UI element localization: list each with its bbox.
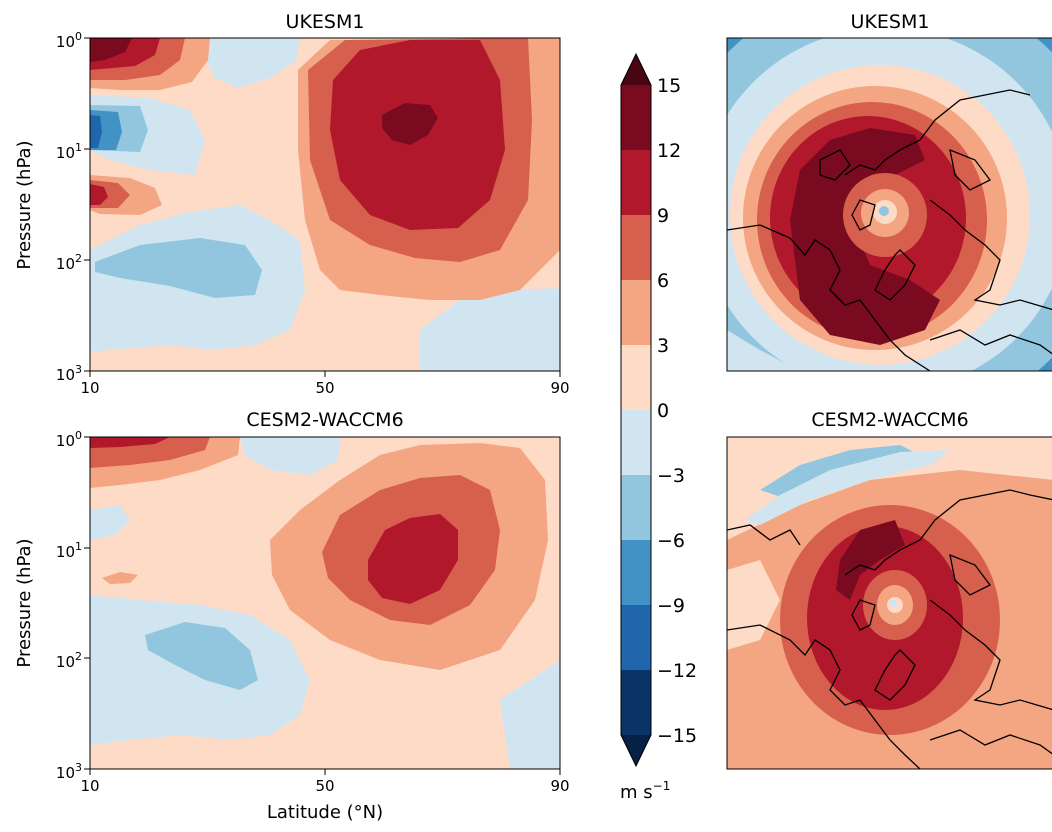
colorbar-segment (621, 345, 651, 410)
colorbar-segment (621, 85, 651, 150)
colorbar-unit-label: m s−1 (620, 779, 670, 803)
panel-title-ukesm1-zonal: UKESM1 (286, 11, 365, 33)
map-field-ukesm1 (727, 38, 1052, 371)
contour-neg-lower-2 (145, 622, 258, 690)
panel-title-ukesm1-map: UKESM1 (851, 11, 930, 33)
colorbar-tick-label: −6 (657, 530, 685, 552)
x-axis-label: Latitude (°N) (267, 802, 383, 823)
contour-jet-12 (382, 103, 438, 145)
x-tick-label: 50 (315, 777, 334, 795)
contour-pos-ul-4 (90, 38, 132, 62)
y-tick-label: 102 (56, 650, 82, 671)
map-center-min (879, 206, 889, 216)
colorbar-tick-label: 3 (657, 335, 669, 357)
contour-field-ukesm1-zonal (90, 38, 560, 371)
panel-ukesm1-map: UKESM1 (726, 11, 1052, 372)
colorbar-segment (621, 410, 651, 475)
colorbar-segment (621, 605, 651, 670)
y-tick-label: 103 (56, 363, 82, 384)
y-axis-label: Pressure (hPa) (14, 538, 35, 667)
y-tick-label: 100 (56, 429, 82, 450)
colorbar-tick-label: −15 (657, 725, 697, 747)
colorbar-tick-label: 12 (657, 140, 681, 162)
panel-cesm2-zonal: CESM2-WACCM6 100 101 (14, 409, 570, 823)
panel-cesm2-map: CESM2-WACCM6 (726, 409, 1052, 770)
coastlines (727, 89, 1052, 371)
map-max-region (790, 128, 940, 345)
contour-field-cesm2-zonal (90, 437, 560, 769)
colorbar-tick-label: 6 (657, 270, 669, 292)
contour-neg-left-4 (90, 115, 102, 148)
x-tick-label: 90 (550, 379, 569, 397)
contour-pos-top-left-3 (90, 437, 170, 448)
map-neg-arc-light (745, 450, 950, 525)
y-axis-ukesm1: 100 101 102 103 Pressure (hPa) (14, 30, 90, 384)
colorbar-tick-label: −9 (657, 595, 685, 617)
contour-pos-left-small (102, 572, 138, 584)
x-axis-cesm2: 10 50 90 Latitude (°N) (80, 769, 570, 823)
colorbar-tick-label: −3 (657, 465, 685, 487)
map-center-min (889, 599, 897, 607)
contour-neg-left-small (90, 505, 130, 540)
colorbar-tick-label: 15 (657, 75, 681, 97)
colorbar-segment (621, 215, 651, 280)
y-tick-label: 101 (56, 540, 82, 561)
colorbar: 15 12 9 6 3 0 −3 −6 −9 −12 −15 m s−1 (620, 52, 697, 803)
contour-neg-bottom-right (420, 288, 560, 371)
colorbar-tick-label: 0 (657, 400, 669, 422)
x-tick-label: 10 (80, 777, 99, 795)
contour-neg-bottom-right (500, 660, 560, 769)
panel-ukesm1-zonal: UKESM1 (14, 11, 570, 397)
colorbar-tick-label: −12 (657, 660, 697, 682)
coastlines (727, 489, 1052, 769)
map-max-region (836, 520, 905, 600)
map-frame (726, 436, 1052, 770)
panel-title-cesm2-zonal: CESM2-WACCM6 (246, 409, 403, 431)
map-field-cesm2 (727, 437, 1052, 769)
contour-jet-9 (368, 514, 458, 604)
panel-title-cesm2-map: CESM2-WACCM6 (811, 409, 968, 431)
y-tick-label: 100 (56, 30, 82, 51)
contour-neg-lower-2 (95, 238, 262, 298)
y-axis-cesm2: 100 101 102 103 Pressure (hPa) (14, 429, 90, 782)
colorbar-outline (620, 52, 652, 768)
colorbar-extend-top (621, 54, 651, 85)
y-tick-label: 102 (56, 252, 82, 273)
map-frame (726, 37, 1052, 372)
y-axis-label: Pressure (hPa) (14, 140, 35, 269)
x-tick-label: 90 (550, 777, 569, 795)
colorbar-segment (621, 540, 651, 605)
colorbar-segment (621, 150, 651, 215)
x-tick-label: 10 (80, 379, 99, 397)
contour-pos-left-3 (90, 184, 108, 205)
x-axis-ukesm1: 10 50 90 (80, 371, 570, 397)
y-tick-label: 101 (56, 141, 82, 162)
colorbar-extend-bottom (621, 735, 651, 766)
contour-neg-top (240, 437, 340, 475)
x-tick-label: 50 (315, 379, 334, 397)
contour-neg-upper (205, 38, 300, 88)
colorbar-segment (621, 475, 651, 540)
colorbar-segment (621, 670, 651, 735)
map-corner-neg (727, 330, 800, 371)
colorbar-segment (621, 280, 651, 345)
colorbar-tick-label: 9 (657, 205, 669, 227)
y-tick-label: 103 (56, 761, 82, 782)
